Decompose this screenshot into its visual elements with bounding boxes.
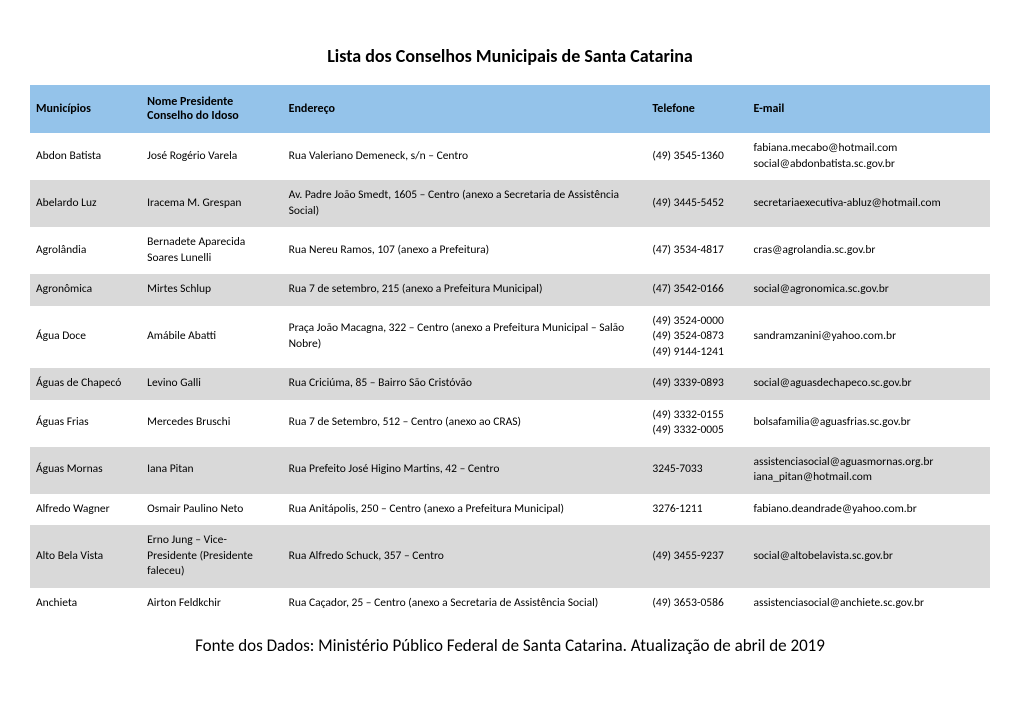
- cell-email: fabiano.deandrade@yahoo.com.br: [747, 494, 990, 526]
- cell-presidente: Levino Galli: [141, 368, 282, 400]
- table-row: Águas de ChapecóLevino GalliRua Criciúma…: [30, 368, 990, 400]
- cell-presidente: Airton Feldkchir: [141, 588, 282, 620]
- cell-endereco: Rua Prefeito José Higino Martins, 42 – C…: [283, 447, 647, 494]
- cell-municipio: Águas Frias: [30, 400, 141, 447]
- cell-municipio: Agrolândia: [30, 227, 141, 274]
- table-row: Águas FriasMercedes BruschiRua 7 de Sete…: [30, 400, 990, 447]
- cell-presidente: Iana Pitan: [141, 447, 282, 494]
- table-row: Abelardo LuzIracema M. GrespanAv. Padre …: [30, 180, 990, 227]
- cell-email: social@agronomica.sc.gov.br: [747, 274, 990, 306]
- cell-telefone: (49) 3339-0893: [646, 368, 747, 400]
- table-row: AnchietaAirton FeldkchirRua Caçador, 25 …: [30, 588, 990, 620]
- table-row: Água DoceAmábile AbattiPraça João Macagn…: [30, 306, 990, 369]
- cell-email: social@aguasdechapeco.sc.gov.br: [747, 368, 990, 400]
- page-title: Lista dos Conselhos Municipais de Santa …: [30, 45, 990, 67]
- cell-endereco: Av. Padre João Smedt, 1605 – Centro (ane…: [283, 180, 647, 227]
- cell-municipio: Água Doce: [30, 306, 141, 369]
- footer-source: Fonte dos Dados: Ministério Público Fede…: [30, 635, 990, 656]
- cell-municipio: Agronômica: [30, 274, 141, 306]
- cell-municipio: Anchieta: [30, 588, 141, 620]
- table-row: AgronômicaMirtes SchlupRua 7 de setembro…: [30, 274, 990, 306]
- cell-telefone: 3276-1211: [646, 494, 747, 526]
- cell-endereco: Rua Anitápolis, 250 – Centro (anexo a Pr…: [283, 494, 647, 526]
- cell-presidente: Mirtes Schlup: [141, 274, 282, 306]
- cell-endereco: Rua Criciúma, 85 – Bairro São Cristóvão: [283, 368, 647, 400]
- cell-telefone: (49) 3445-5452: [646, 180, 747, 227]
- cell-telefone: 3245-7033: [646, 447, 747, 494]
- cell-telefone: (49) 3455-9237: [646, 525, 747, 588]
- cell-email: assistenciasocial@aguasmornas.org.br ian…: [747, 447, 990, 494]
- cell-telefone: (49) 3332-0155 (49) 3332-0005: [646, 400, 747, 447]
- cell-presidente: Iracema M. Grespan: [141, 180, 282, 227]
- col-header-presidente: Nome Presidente Conselho do Idoso: [141, 85, 282, 133]
- cell-presidente: Erno Jung – Vice-Presidente (Presidente …: [141, 525, 282, 588]
- councils-table: Municípios Nome Presidente Conselho do I…: [30, 85, 990, 619]
- cell-endereco: Rua 7 de Setembro, 512 – Centro (anexo a…: [283, 400, 647, 447]
- cell-endereco: Praça João Macagna, 322 – Centro (anexo …: [283, 306, 647, 369]
- cell-email: cras@agrolandia.sc.gov.br: [747, 227, 990, 274]
- cell-email: assistenciasocial@anchiete.sc.gov.br: [747, 588, 990, 620]
- col-header-municipio: Municípios: [30, 85, 141, 133]
- cell-endereco: Rua Valeriano Demeneck, s/n – Centro: [283, 133, 647, 180]
- table-row: AgrolândiaBernadete Aparecida Soares Lun…: [30, 227, 990, 274]
- cell-presidente: Mercedes Bruschi: [141, 400, 282, 447]
- cell-municipio: Abelardo Luz: [30, 180, 141, 227]
- table-row: Abdon BatistaJosé Rogério VarelaRua Vale…: [30, 133, 990, 180]
- cell-endereco: Rua Nereu Ramos, 107 (anexo a Prefeitura…: [283, 227, 647, 274]
- cell-email: sandramzanini@yahoo.com.br: [747, 306, 990, 369]
- cell-municipio: Alfredo Wagner: [30, 494, 141, 526]
- cell-endereco: Rua 7 de setembro, 215 (anexo a Prefeitu…: [283, 274, 647, 306]
- cell-presidente: José Rogério Varela: [141, 133, 282, 180]
- cell-telefone: (49) 3653-0586: [646, 588, 747, 620]
- cell-presidente: Osmair Paulino Neto: [141, 494, 282, 526]
- cell-telefone: (47) 3542-0166: [646, 274, 747, 306]
- cell-municipio: Águas de Chapecó: [30, 368, 141, 400]
- cell-endereco: Rua Caçador, 25 – Centro (anexo a Secret…: [283, 588, 647, 620]
- cell-telefone: (47) 3534-4817: [646, 227, 747, 274]
- cell-endereco: Rua Alfredo Schuck, 357 – Centro: [283, 525, 647, 588]
- cell-telefone: (49) 3524-0000 (49) 3524-0873 (49) 9144-…: [646, 306, 747, 369]
- cell-municipio: Abdon Batista: [30, 133, 141, 180]
- cell-presidente: Amábile Abatti: [141, 306, 282, 369]
- table-header-row: Municípios Nome Presidente Conselho do I…: [30, 85, 990, 133]
- col-header-email: E-mail: [747, 85, 990, 133]
- col-header-telefone: Telefone: [646, 85, 747, 133]
- cell-telefone: (49) 3545-1360: [646, 133, 747, 180]
- col-header-endereco: Endereço: [283, 85, 647, 133]
- cell-email: fabiana.mecabo@hotmail.com social@abdonb…: [747, 133, 990, 180]
- cell-email: social@altobelavista.sc.gov.br: [747, 525, 990, 588]
- cell-presidente: Bernadete Aparecida Soares Lunelli: [141, 227, 282, 274]
- table-row: Águas MornasIana PitanRua Prefeito José …: [30, 447, 990, 494]
- cell-email: bolsafamilia@aguasfrias.sc.gov.br: [747, 400, 990, 447]
- cell-municipio: Alto Bela Vista: [30, 525, 141, 588]
- cell-municipio: Águas Mornas: [30, 447, 141, 494]
- cell-email: secretariaexecutiva-abluz@hotmail.com: [747, 180, 990, 227]
- table-row: Alto Bela VistaErno Jung – Vice-Presiden…: [30, 525, 990, 588]
- table-row: Alfredo WagnerOsmair Paulino NetoRua Ani…: [30, 494, 990, 526]
